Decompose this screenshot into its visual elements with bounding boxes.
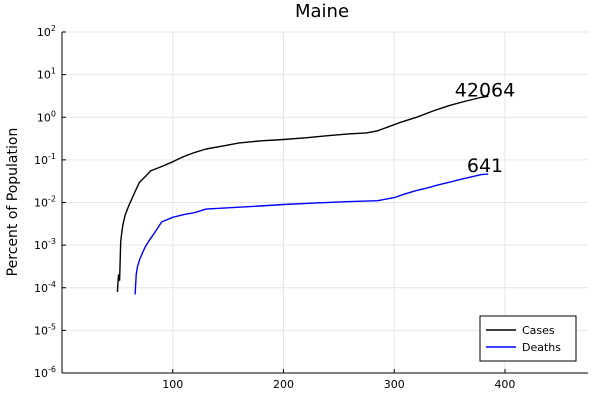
annotations: 42064 641 [455,79,515,177]
series-layer [116,95,489,295]
labels: Maine Percent of Population [5,1,349,276]
series-line-deaths [134,173,489,295]
x-tick-label: 200 [273,378,294,391]
axes: 100 200 300 400 10-6 10-5 10-4 10-3 10-2 10-1 100 1… [34,24,588,391]
y-tick-label: 10-1 [34,152,56,167]
y-tick-label: 10-3 [34,237,56,252]
y-tick-label: 10-6 [34,365,56,380]
y-tick-label: 101 [37,67,56,82]
legend-box [479,315,577,362]
y-tick-label: 100 [37,109,56,124]
legend-label-deaths: Deaths [522,341,561,354]
chart-title: Maine [295,1,349,22]
y-tick-label: 10-2 [34,195,56,210]
y-tick-label: 102 [37,24,56,39]
x-tick-label: 100 [162,378,183,391]
annotation-label: 42064 [455,79,515,101]
grid [62,31,588,374]
annotation-label: 641 [467,155,503,177]
x-tick-label: 400 [494,378,515,391]
x-tick-label: 300 [384,378,405,391]
legend: Cases Deaths [479,315,577,362]
series-line-cases [116,95,489,292]
y-axis-label: Percent of Population [5,128,21,277]
y-tick-label: 10-4 [34,280,56,295]
legend-label-cases: Cases [522,324,555,337]
y-tick-label: 10-5 [34,322,56,337]
